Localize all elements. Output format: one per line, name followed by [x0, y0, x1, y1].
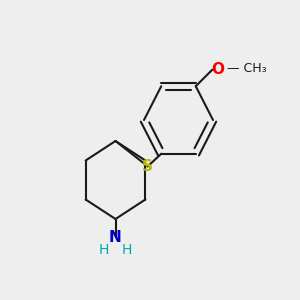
Text: N: N: [109, 230, 122, 244]
Text: H: H: [122, 244, 132, 257]
Text: — CH₃: — CH₃: [227, 62, 267, 75]
Text: S: S: [142, 159, 153, 174]
Text: O: O: [211, 62, 224, 77]
Text: H: H: [99, 244, 109, 257]
